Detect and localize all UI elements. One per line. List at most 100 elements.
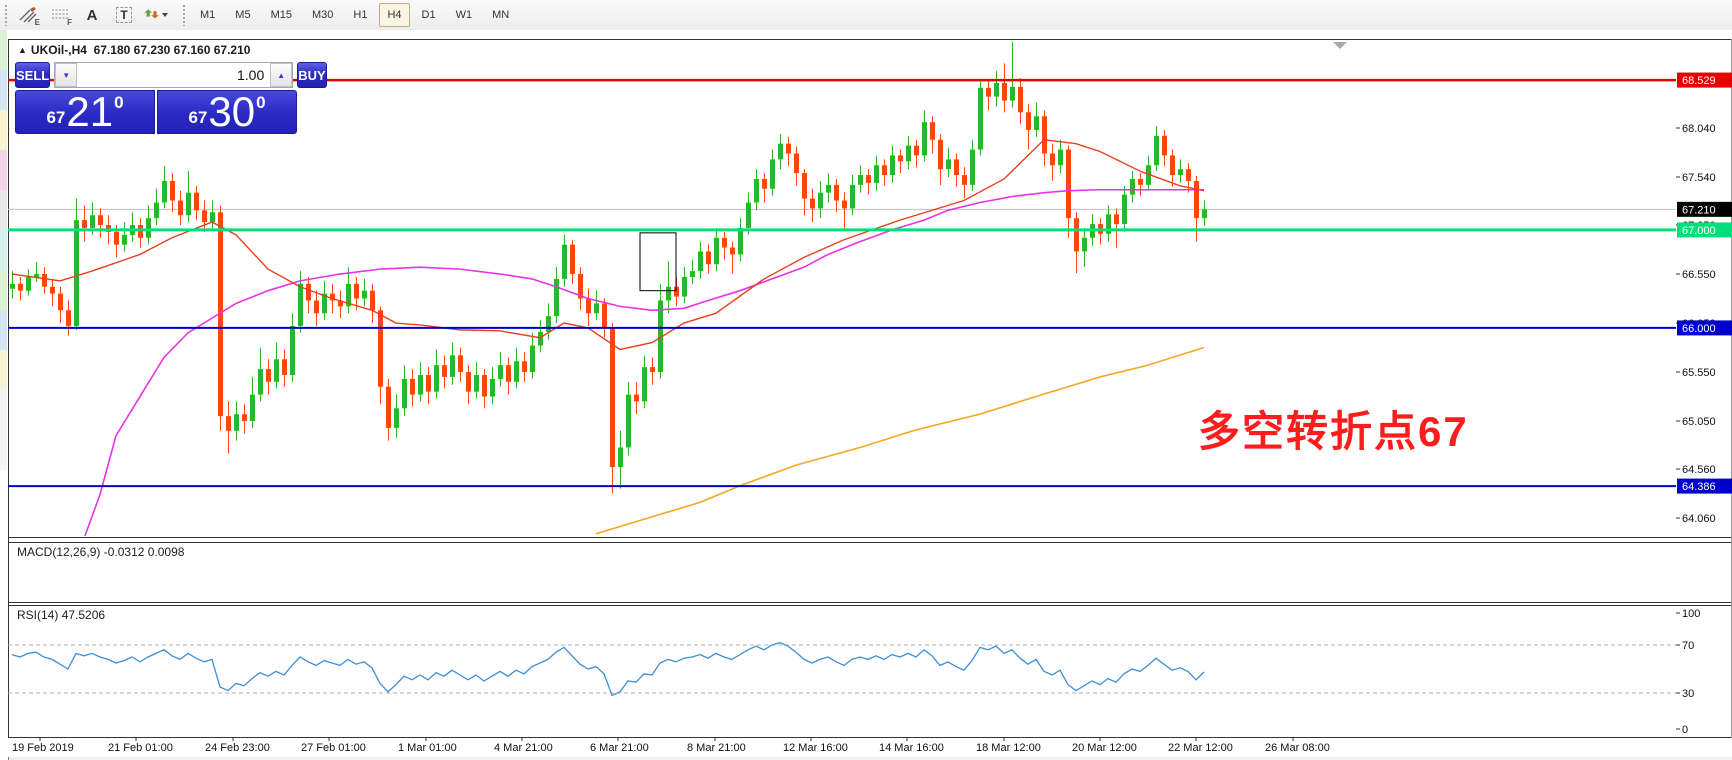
text-box-icon[interactable]: T <box>110 2 138 28</box>
sell-button[interactable]: SELL <box>15 62 51 88</box>
arrows-glyph-icon <box>144 9 159 19</box>
letter-a-icon: A <box>86 6 98 24</box>
timeframe-button-h4[interactable]: H4 <box>379 3 410 27</box>
timeframe-button-group: M1 M5 M15 M30 H1 H4 D1 W1 MN <box>190 3 519 27</box>
price-highlight-badge <box>1677 201 1732 217</box>
volume-increase-button[interactable]: ▲ <box>270 63 293 87</box>
channel-lines-icon <box>19 7 37 23</box>
timeframe-button-h1[interactable]: H1 <box>353 9 368 21</box>
price-highlight-label: 67.210 <box>1682 204 1716 216</box>
price-chart-layer <box>8 41 1676 536</box>
ma-slow-magenta-line <box>84 188 1204 536</box>
price-tick-label: 65.550 <box>1682 367 1716 379</box>
price-tick-label: 66.550 <box>1682 269 1716 281</box>
price-highlight-label: 66.000 <box>1682 323 1716 335</box>
time-tick-label: 20 Mar 12:00 <box>1072 742 1137 754</box>
rectangle-annotation[interactable] <box>639 232 677 292</box>
buy-price-button[interactable]: 67 30 0 <box>157 90 297 134</box>
time-tick-label: 27 Feb 01:00 <box>301 742 366 754</box>
timeframe-button-m30[interactable]: M30 <box>311 9 334 21</box>
volume-input[interactable] <box>77 63 271 87</box>
equidistant-channel-icon[interactable]: E <box>14 2 42 28</box>
dock-list-row <box>0 310 7 350</box>
macd-label: MACD(12,26,9) -0.0312 0.0098 <box>17 545 185 559</box>
time-tick-label: 14 Mar 16:00 <box>879 742 944 754</box>
sell-price-prefix: 67 <box>46 108 66 127</box>
dock-list-row <box>0 390 7 430</box>
symbol-period-label: UKOil-,H4 <box>30 43 87 57</box>
candles-layer <box>10 41 1207 494</box>
buy-price-pip: 0 <box>256 93 266 112</box>
price-highlight-badge <box>1677 478 1732 494</box>
text-label-icon[interactable]: A <box>78 2 106 28</box>
timeframe-drag-handle[interactable] <box>182 4 186 26</box>
time-tick-label: 12 Mar 16:00 <box>783 742 848 754</box>
dock-list-row <box>0 270 7 310</box>
chart-shift-marker-icon[interactable] <box>1333 42 1347 49</box>
time-tick-label: 26 Mar 08:00 <box>1265 742 1330 754</box>
timeframe-button-m1[interactable]: M1 <box>200 9 216 21</box>
sell-price-main: 21 <box>66 88 114 135</box>
time-tick-label: 4 Mar 21:00 <box>494 742 553 754</box>
rsi-axis-label: 30 <box>1682 688 1694 700</box>
collapse-triangle-icon[interactable]: ▲ <box>18 45 27 55</box>
volume-decrease-button[interactable]: ▼ <box>55 63 78 87</box>
price-highlight-label: 64.386 <box>1682 481 1716 493</box>
timeframe-button-m15[interactable]: M15 <box>270 9 292 21</box>
price-highlight-label: 67.000 <box>1682 225 1716 237</box>
chart-title: ▲ UKOil-,H4 67.180 67.230 67.160 67.210 <box>18 43 250 57</box>
time-tick-label: 18 Mar 12:00 <box>976 742 1041 754</box>
chevron-down-icon <box>162 13 168 17</box>
sell-price-button[interactable]: 67 21 0 <box>15 90 155 134</box>
time-tick-label: 22 Mar 12:00 <box>1168 742 1233 754</box>
rsi-line <box>11 641 1205 697</box>
ma-long-orange-line <box>595 346 1205 535</box>
price-highlight-badge <box>1677 320 1732 336</box>
rsi-panel[interactable] <box>8 605 1732 737</box>
ohlc-values-label: 67.180 67.230 67.160 67.210 <box>93 43 251 57</box>
rsi-axis-label: 100 <box>1682 608 1700 620</box>
volume-stepper: ▼ ▲ <box>54 62 294 88</box>
tool-badge: F <box>67 18 72 27</box>
time-tick-label: 21 Feb 01:00 <box>108 742 173 754</box>
cycle-arrows-icon[interactable] <box>142 2 170 28</box>
time-tick-label: 1 Mar 01:00 <box>398 742 457 754</box>
tool-badge: E <box>34 18 40 27</box>
time-tick-label: 8 Mar 21:00 <box>687 742 746 754</box>
rsi-axis-label: 70 <box>1682 640 1694 652</box>
price-highlight-badge <box>1677 72 1732 88</box>
timeframe-button-w1[interactable]: W1 <box>455 9 473 21</box>
price-tick-label: 68.040 <box>1682 123 1716 135</box>
price-tick-label: 67.540 <box>1682 172 1716 184</box>
sell-price-pip: 0 <box>114 93 124 112</box>
timeframe-button-m5[interactable]: M5 <box>235 9 251 21</box>
price-highlight-badge <box>1677 222 1732 238</box>
time-tick-label: 24 Feb 23:00 <box>205 742 270 754</box>
timeframe-button-d1[interactable]: D1 <box>421 9 436 21</box>
timeframe-button-mn[interactable]: MN <box>492 9 510 21</box>
one-click-trading-panel: SELL ▼ ▲ BUY 67 21 0 67 30 0 <box>15 62 327 134</box>
price-tick-label: 64.560 <box>1682 464 1716 476</box>
price-highlight-label: 68.529 <box>1682 75 1716 87</box>
buy-price-prefix: 67 <box>188 108 208 127</box>
buy-button[interactable]: BUY <box>297 62 327 88</box>
chart-text-annotation[interactable]: 多空转折点67 <box>1198 408 1469 455</box>
dock-list-row <box>0 150 7 190</box>
dock-list-row <box>0 230 7 270</box>
fibonacci-lines-icon <box>52 9 68 19</box>
macd-panel[interactable] <box>8 542 1732 602</box>
dock-list-row <box>0 70 7 110</box>
price-axis[interactable]: 68.04067.54067.05066.55066.05065.55065.0… <box>1676 72 1732 525</box>
time-tick-label: 6 Mar 21:00 <box>590 742 649 754</box>
toolbar-drag-handle[interactable] <box>4 4 8 26</box>
time-axis[interactable]: 19 Feb 2019 21 Feb 01:00 24 Feb 23:00 27 Fe… <box>12 737 1330 754</box>
price-tick-label: 64.060 <box>1682 513 1716 525</box>
rsi-label: RSI(14) 47.5206 <box>17 608 106 622</box>
dock-list-row <box>0 350 7 390</box>
dock-list-row <box>0 110 7 150</box>
fibonacci-icon[interactable]: F <box>46 2 74 28</box>
dock-list-row <box>0 190 7 230</box>
time-tick-label: 19 Feb 2019 <box>12 742 74 754</box>
